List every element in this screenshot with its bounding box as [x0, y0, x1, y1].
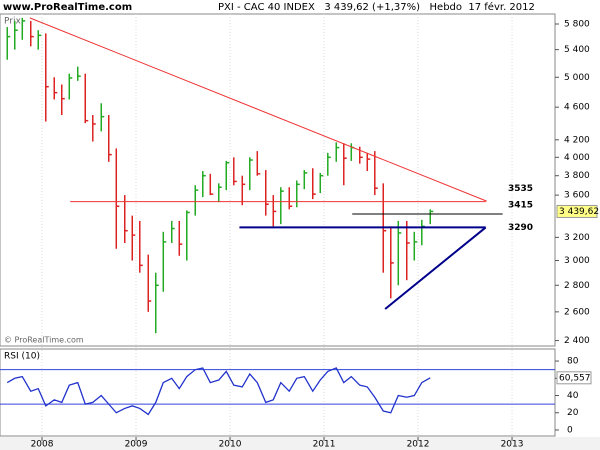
- rsi-y-tick-label: 80: [567, 357, 579, 367]
- rsi-y-tick-label: 20: [567, 408, 579, 418]
- x-tick-label: 2013: [501, 440, 524, 450]
- y-tick-label: 2 600: [564, 307, 590, 317]
- y-tick-label: 3 600: [564, 191, 590, 201]
- y-tick-label: 5 800: [564, 20, 590, 30]
- level-label: 3290: [508, 223, 533, 233]
- chart-title: PXI - CAC 40 INDEX 3 439,62 (+1,37%) Heb…: [218, 1, 535, 13]
- x-tick-label: 2011: [313, 440, 336, 450]
- y-tick-label: 4 200: [564, 135, 590, 145]
- last-price-label: 3 439,62: [559, 207, 599, 217]
- y-tick-label: 3 800: [564, 171, 590, 181]
- x-tick-label: 2012: [407, 440, 430, 450]
- trend-line: [29, 17, 487, 202]
- y-tick-label: 4 000: [564, 153, 590, 163]
- y-tick-label: 4 600: [564, 103, 590, 113]
- site: www.ProRealTime.com: [3, 2, 132, 13]
- y-tick-label: 5 400: [564, 45, 590, 55]
- rsi-last-label: 60,557: [559, 373, 591, 383]
- level-label: 3535: [508, 184, 533, 194]
- x-axis-strip: [0, 437, 600, 450]
- level-label: 3415: [508, 201, 533, 211]
- rsi-panel: [0, 348, 556, 437]
- x-tick-label: 2009: [125, 440, 148, 450]
- x-tick-label: 2010: [219, 440, 242, 450]
- trend-line: [384, 226, 487, 310]
- y-tick-label: 2 800: [564, 281, 590, 291]
- rsi-y-tick-label: 40: [567, 391, 579, 401]
- rsi-last-box: [556, 371, 592, 385]
- y-tick-label: 3 000: [564, 256, 590, 266]
- rsi-y-tick-label: 0: [567, 425, 573, 435]
- y-tick-label: 2 400: [564, 336, 590, 346]
- copyright: © ProRealTime.com: [4, 336, 84, 345]
- price-label: Prix: [4, 17, 21, 27]
- rsi-label: RSI (10): [4, 352, 40, 362]
- x-tick-label: 2008: [31, 440, 54, 450]
- price-panel: [0, 13, 556, 347]
- y-tick-label: 5 000: [564, 73, 590, 83]
- y-tick-label: 3 200: [564, 233, 590, 243]
- rsi-line: [6, 367, 431, 416]
- last-price-box: [556, 204, 598, 218]
